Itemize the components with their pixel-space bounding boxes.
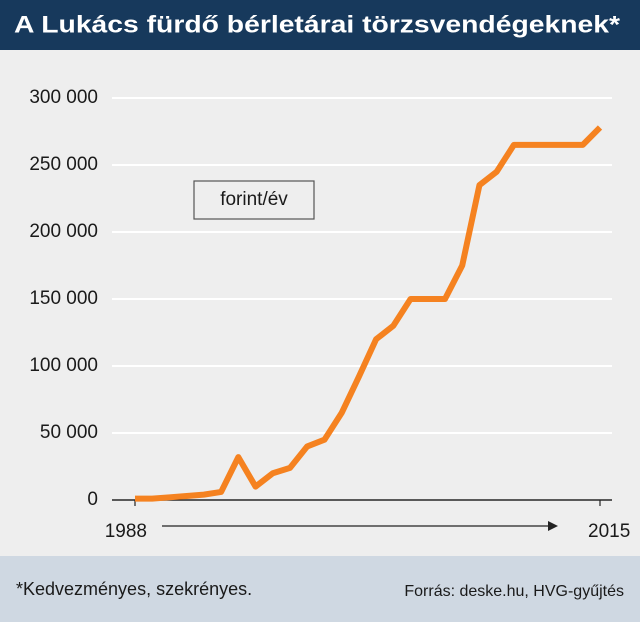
y-tick-label: 0 — [87, 489, 98, 510]
source: Forrás: deske.hu, HVG-gyűjtés — [404, 583, 624, 600]
y-tick-label: 200 000 — [29, 221, 98, 242]
annotation-box — [193, 180, 315, 220]
x-arrowhead — [548, 521, 558, 531]
plot-background — [0, 50, 640, 556]
annotation: forint/év — [220, 189, 288, 210]
y-tick-label: 100 000 — [29, 355, 98, 376]
y-tick-label: 300 000 — [29, 87, 98, 108]
title-bar — [0, 0, 640, 50]
y-tick-label: 250 000 — [29, 154, 98, 175]
chart-title: A Lukács fürdő bérletárai törzsvendégekn… — [14, 11, 621, 38]
y-tick-label: 150 000 — [29, 288, 98, 309]
x-tick-label: 2015 — [588, 521, 630, 542]
footer-bar — [0, 556, 640, 622]
y-tick-label: 50 000 — [40, 422, 98, 443]
x-tick-label: 1988 — [105, 521, 147, 542]
line-series — [135, 125, 603, 502]
footnote: *Kedvezményes, szekrényes. — [16, 579, 252, 599]
